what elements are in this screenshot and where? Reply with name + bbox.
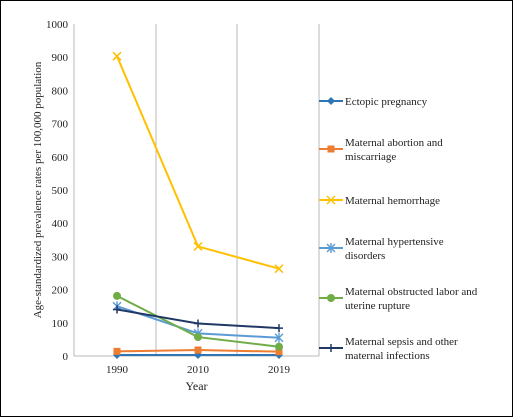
y-tick-label: 800 (52, 85, 69, 97)
series-abortion (113, 346, 283, 356)
y-tick-label: 1000 (46, 19, 69, 31)
legend-label: miscarriage (345, 151, 396, 163)
legend-label: Ectopic pregnancy (345, 96, 428, 108)
x-axis-title: Year (185, 379, 207, 393)
data-point-sepsis (275, 324, 283, 333)
y-tick-label: 500 (52, 185, 69, 197)
data-point-hemorrhage (112, 51, 122, 61)
legend-label: uterine rupture (345, 300, 410, 312)
legend: Ectopic pregnancy Maternal abortion and mi… (319, 96, 478, 362)
data-point-hypertensive (274, 332, 284, 343)
legend-entry-abortion: Maternal abortion and miscarriage (319, 137, 443, 163)
y-axis-title: Age-standardized prevalence rates per 10… (32, 61, 44, 318)
x-tick-labels: 1990 2010 2019 (106, 364, 291, 376)
legend-label: Maternal abortion and (345, 137, 443, 149)
legend-swatch-marker (326, 243, 336, 253)
series-lines (112, 51, 284, 360)
y-tick-label: 600 (52, 152, 69, 164)
series-line-hemorrhage (116, 55, 280, 270)
x-tick-label: 2019 (268, 364, 291, 376)
data-point-hemorrhage (274, 264, 284, 274)
y-tick-label: 700 (52, 119, 69, 131)
legend-label: disorders (345, 250, 385, 262)
legend-label: Maternal sepsis and other (345, 336, 458, 348)
legend-label: maternal infections (345, 350, 430, 362)
data-point-abortion (275, 348, 283, 356)
legend-label: Maternal hemorrhage (345, 195, 440, 207)
x-tick-label: 2010 (187, 364, 210, 376)
series-hemorrhage (112, 51, 284, 274)
legend-swatch-marker (327, 344, 335, 352)
data-point-sepsis (194, 319, 202, 328)
data-point-obstructed (194, 333, 202, 342)
grid-lines (73, 24, 320, 357)
legend-swatch-marker (327, 145, 335, 153)
y-tick-label: 100 (52, 318, 69, 330)
series-sepsis (113, 305, 283, 333)
y-tick-label: 300 (52, 251, 69, 263)
legend-label: Maternal obstructed labor and (345, 286, 478, 298)
legend-entry-sepsis: Maternal sepsis and other maternal infect… (319, 336, 458, 362)
y-tick-label: 400 (52, 218, 69, 230)
data-point-hemorrhage (193, 241, 203, 251)
data-point-obstructed (113, 291, 121, 300)
legend-entry-hypertensive: Maternal hypertensive disorders (319, 236, 444, 262)
legend-label: Maternal hypertensive (345, 236, 444, 248)
data-point-abortion (194, 346, 202, 354)
y-tick-labels: 0 100 200 300 400 500 600 700 800 900 1000 (46, 19, 69, 363)
legend-entry-obstructed: Maternal obstructed labor and uterine rup… (319, 286, 478, 312)
legend-entry-ectopic: Ectopic pregnancy (319, 96, 428, 108)
data-point-sepsis (113, 305, 121, 314)
legend-swatch-marker (327, 97, 335, 105)
legend-swatch-marker (326, 195, 336, 205)
legend-entry-hemorrhage: Maternal hemorrhage (319, 195, 440, 207)
y-tick-label: 200 (52, 285, 69, 297)
data-point-abortion (113, 347, 121, 355)
series-obstructed (113, 291, 283, 351)
legend-swatch-marker (327, 294, 335, 302)
x-tick-label: 1990 (106, 364, 129, 376)
y-tick-label: 900 (52, 52, 69, 64)
data-point-obstructed (275, 342, 283, 351)
y-tick-label: 0 (63, 351, 69, 363)
